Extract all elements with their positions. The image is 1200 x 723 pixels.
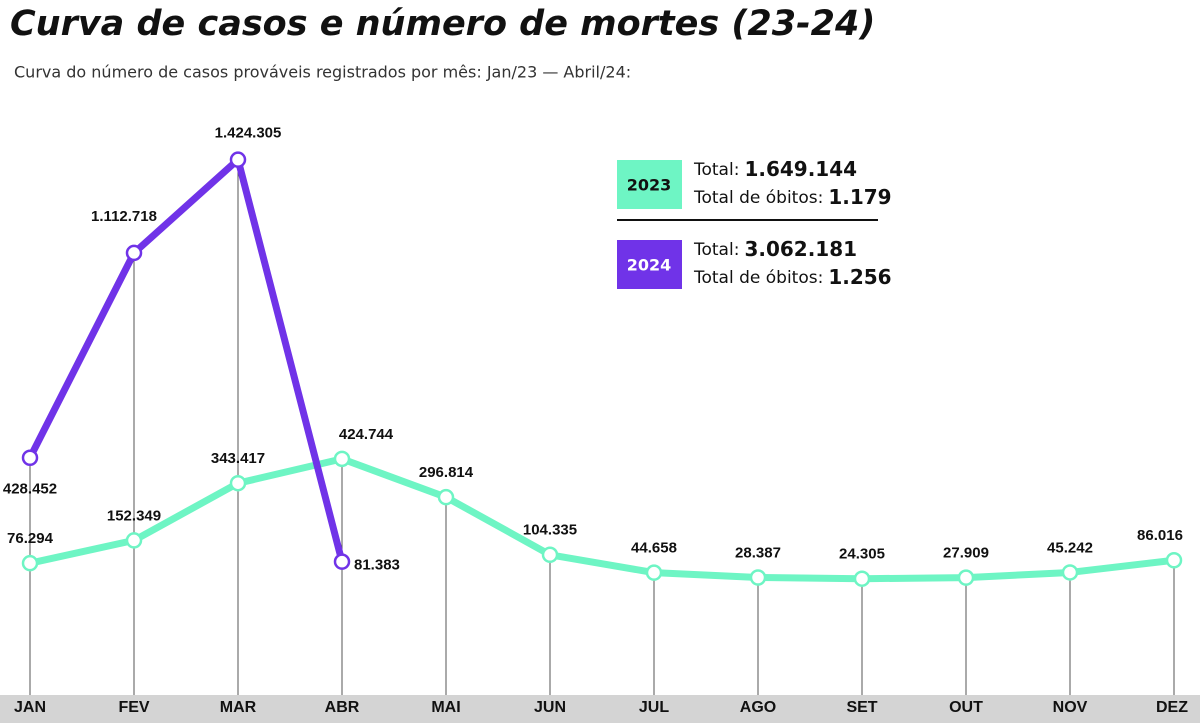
point xyxy=(645,564,663,581)
point xyxy=(333,450,351,468)
legend-label: 2024 xyxy=(627,256,672,275)
data-label: 424.744 xyxy=(339,426,394,443)
data-label: 104.335 xyxy=(523,522,577,539)
x-tick-label: ABR xyxy=(325,699,360,716)
point xyxy=(1165,552,1183,569)
point xyxy=(229,474,247,492)
data-label: 1.424.305 xyxy=(215,125,282,142)
legend-deaths-label: Total de óbitos: xyxy=(693,188,823,208)
legend-deaths: Total de óbitos: 1.256 xyxy=(693,265,892,289)
x-tick-label: OUT xyxy=(949,699,983,716)
x-tick-label: MAI xyxy=(431,699,460,716)
point xyxy=(125,532,143,549)
point xyxy=(957,569,975,586)
data-label: 152.349 xyxy=(107,507,161,524)
legend-total: Total: 1.649.144 xyxy=(693,157,857,181)
point xyxy=(21,554,39,572)
legend-deaths-value: 1.179 xyxy=(828,185,891,209)
data-label: 27.909 xyxy=(943,545,989,562)
point xyxy=(125,244,143,262)
point xyxy=(21,449,39,467)
legend-total-label: Total: xyxy=(693,160,739,180)
series-line xyxy=(26,156,346,563)
legend-deaths-value: 1.256 xyxy=(828,265,891,289)
data-label: 24.305 xyxy=(839,546,885,563)
x-tick-label: DEZ xyxy=(1156,699,1188,716)
point xyxy=(333,553,351,570)
chart-subtitle: Curva do número de casos prováveis regis… xyxy=(14,63,631,82)
axis-band xyxy=(0,695,1200,723)
data-label: 343.417 xyxy=(211,450,265,467)
data-label: 296.814 xyxy=(419,464,474,481)
point xyxy=(749,569,767,586)
x-tick-label: SET xyxy=(846,699,877,716)
x-tick-label: JUL xyxy=(639,699,669,716)
x-tick-label: NOV xyxy=(1053,699,1088,716)
point xyxy=(229,151,247,168)
legend-swatch xyxy=(617,160,682,209)
point xyxy=(1061,564,1079,581)
data-label: 81.383 xyxy=(354,557,400,574)
x-tick-label: JAN xyxy=(14,699,46,716)
x-tick-label: JUN xyxy=(534,699,566,716)
data-label: 45.242 xyxy=(1047,539,1093,556)
legend-total-label: Total: xyxy=(693,240,739,260)
point xyxy=(437,488,455,506)
legend-total: Total: 3.062.181 xyxy=(693,237,857,261)
legend-total-value: 3.062.181 xyxy=(744,237,857,261)
data-label: 428.452 xyxy=(3,481,57,498)
data-label: 76.294 xyxy=(7,530,54,547)
point xyxy=(541,546,559,564)
legend-label: 2023 xyxy=(627,176,672,195)
data-label: 44.658 xyxy=(631,540,677,557)
x-tick-label: AGO xyxy=(740,699,776,716)
legend-total-value: 1.649.144 xyxy=(744,157,857,181)
legend-swatch xyxy=(617,240,682,289)
data-label: 28.387 xyxy=(735,544,781,561)
x-tick-label: FEV xyxy=(118,699,149,716)
chart-title: Curva de casos e número de mortes (23-24… xyxy=(10,4,875,44)
legend-deaths-label: Total de óbitos: xyxy=(693,268,823,288)
data-label: 1.112.718 xyxy=(91,208,157,225)
data-label: 86.016 xyxy=(1137,527,1183,544)
point xyxy=(853,570,871,587)
series-line xyxy=(29,455,1175,583)
x-tick-label: MAR xyxy=(220,699,257,716)
legend-deaths: Total de óbitos: 1.179 xyxy=(693,185,892,209)
